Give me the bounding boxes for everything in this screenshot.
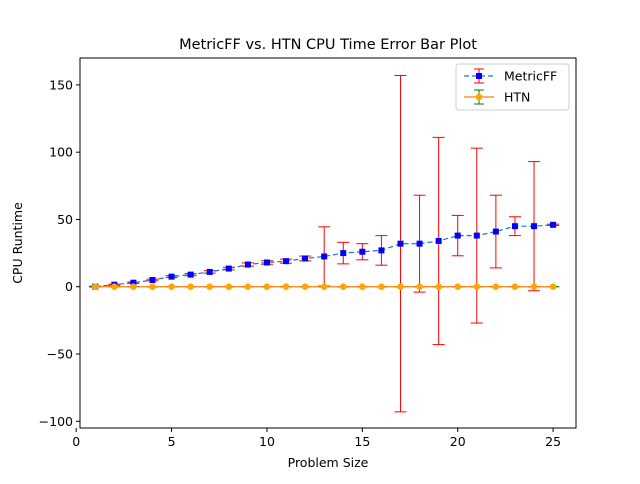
htn-point [149, 283, 156, 291]
metricff-point [244, 261, 251, 268]
legend-metricff-label: MetricFF [504, 69, 557, 84]
metricff-point [550, 221, 557, 228]
data-markers [91, 221, 557, 291]
legend-metricff-marker [476, 73, 482, 79]
x-tick-label: 0 [72, 434, 80, 449]
x-tick-label: 5 [168, 434, 176, 449]
x-axis: 0 5 10 15 20 25 [72, 428, 561, 449]
htn-point [530, 283, 538, 291]
metricff-point [283, 258, 290, 265]
htn-point [416, 283, 423, 291]
metricff-point [359, 248, 366, 255]
metricff-point [321, 253, 328, 260]
htn-point [301, 283, 309, 291]
y-tick-label: −50 [47, 347, 73, 362]
htn-point [263, 283, 271, 291]
metricff-point [225, 265, 232, 272]
metricff-point [397, 240, 404, 247]
metricff-point [206, 268, 213, 275]
x-tick-label: 15 [354, 434, 370, 449]
metricff-point [340, 250, 347, 257]
metricff-point [168, 273, 175, 280]
htn-point [339, 283, 347, 291]
metricff-point [187, 271, 194, 278]
htn-point [206, 283, 214, 291]
metricff-point [531, 223, 538, 230]
htn-point [492, 283, 500, 291]
x-tick-label: 20 [450, 434, 466, 449]
htn-point [168, 283, 175, 291]
y-tick-label: 0 [65, 279, 73, 294]
metricff-point [454, 232, 461, 239]
x-axis-label: Problem Size [288, 455, 369, 470]
chart-title: MetricFF vs. HTN CPU Time Error Bar Plot [179, 37, 477, 53]
plot-area [80, 58, 576, 428]
metricff-point [511, 223, 518, 230]
metricff-point [130, 279, 137, 286]
metricff-point [435, 237, 442, 244]
x-tick-label: 25 [545, 434, 561, 449]
htn-point [359, 283, 366, 291]
y-axis-label: CPU Runtime [10, 202, 25, 284]
htn-point [549, 283, 557, 291]
y-tick-label: 50 [57, 212, 73, 227]
y-tick-label: 100 [49, 145, 73, 160]
plot-frame [79, 57, 577, 429]
metricff-point [302, 255, 309, 262]
legend: MetricFF HTN [455, 63, 570, 111]
htn-point [187, 283, 194, 291]
x-tick-label: 10 [259, 434, 275, 449]
metricff-point [416, 240, 423, 247]
htn-point [378, 283, 385, 291]
htn-point [511, 283, 519, 291]
metricff-point [263, 259, 270, 266]
htn-point [225, 283, 233, 291]
metricff-point [149, 277, 156, 283]
metricff-point [473, 232, 480, 239]
y-tick-label: −100 [39, 414, 73, 429]
htn-point [282, 283, 290, 291]
htn-point [244, 283, 252, 291]
htn-point [320, 283, 328, 291]
htn-point [435, 283, 442, 291]
htn-point [111, 283, 118, 291]
htn-point [130, 283, 137, 291]
legend-htn-marker [475, 93, 483, 101]
metricff-point [492, 228, 499, 235]
htn-point [397, 283, 404, 291]
legend-htn-label: HTN [504, 90, 530, 105]
y-tick-label: 150 [49, 77, 73, 92]
htn-point [454, 283, 462, 291]
htn-point [91, 283, 99, 291]
metricff-point [378, 247, 385, 254]
htn-point [473, 283, 481, 291]
y-axis: −100 −50 0 50 100 150 [39, 77, 80, 429]
